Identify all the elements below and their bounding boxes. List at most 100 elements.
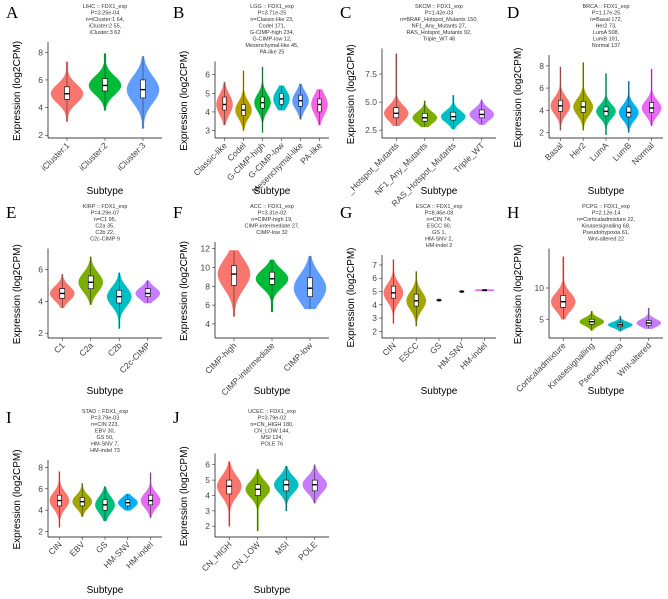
x-tick-label: C1 [52,340,67,355]
y-axis-label: Expression (log2CPM) [12,449,23,549]
y-tick-label: 2.5 [365,125,377,135]
x-tick-label: iCluster:2 [77,140,110,173]
x-tick-label: C2b [106,340,124,358]
y-tick-label: 10 [201,263,211,273]
box [254,484,261,496]
chart-subtitle: HM-indel 73 [90,448,120,454]
chart-title: KIRP :: FDX1_exp [83,204,128,210]
y-tick-label: 2 [38,527,43,537]
chart-subtitle: G-CIMP-high 234, [250,30,295,36]
x-tick-label: EBV [68,539,87,558]
chart-subtitle: Kinasesignalling 68, [582,224,631,230]
x-axis-label: Subtype [421,186,458,197]
chart-subtitle: P=2.12e-14 [592,211,621,217]
box [226,479,233,495]
chart-subtitle: EBV 30, [95,429,116,435]
x-axis-label: Subtype [254,585,291,596]
y-tick-label: 4 [205,107,210,117]
x-tick-label: C2a [77,340,95,358]
chart-subtitle: P=3.71e-25 [258,11,287,17]
x-tick-label: Triple_WT [452,140,487,175]
y-tick-label: 3 [205,506,210,516]
chart-subtitle: n=CIN 223, [91,422,119,428]
x-tick-label: _Hotspot_Mutants [344,140,401,197]
y-tick-label: 2 [372,326,377,336]
y-tick-label: 4 [205,319,210,329]
x-tick-label: iCluster:3 [115,140,148,173]
x-tick-label: Basal [543,140,565,162]
chart-subtitle: CN_LOW 144, [254,429,290,435]
y-tick-label: 12 [201,244,211,254]
x-axis-label: Subtype [588,186,625,197]
chart-subtitle: CIMP-intermediate 27, [244,224,299,230]
box [222,96,227,111]
chart-subtitle: C2a 35, [95,224,115,230]
chart-title: BRCA :: FDX1_exp [582,4,629,10]
y-tick-label: 5 [205,88,210,98]
box [307,277,313,297]
chart-title: PCPG :: FDX1_exp [582,204,630,210]
chart-subtitle: RAS_Hotspot_Mutants 92, [406,30,472,36]
y-tick-label: 5.0 [365,97,377,107]
panel-letter: J [173,408,180,427]
box [144,288,151,297]
y-tick-label: 2 [38,130,43,140]
chart-subtitle: LumA 508, [593,30,620,36]
y-axis-label: Expression (log2CPM) [179,446,190,546]
y-tick-label: 2 [205,521,210,531]
chart-title: LGG :: FDX1_exp [250,4,294,10]
x-tick-label: ESCC [397,340,421,364]
y-tick-label: 8 [205,281,210,291]
y-tick-label: 10 [535,283,545,293]
x-tick-label: Normal [630,140,657,167]
y-tick-label: 8 [38,47,43,57]
chart-subtitle: NF1_Any_Mutants 27, [412,24,467,30]
x-axis-label: Subtype [421,386,458,397]
y-tick-label: 4 [38,296,43,306]
chart-subtitle: GS 50, [96,435,114,441]
chart-subtitle: n=iCluster:1 64, [86,17,125,23]
x-tick-label: LumA [588,140,611,163]
panel-letter: C [340,3,351,22]
y-axis-label: Expression (log2CPM) [346,247,357,347]
x-tick-label: Corticaladmixture [514,340,568,394]
x-tick-label: MSI [273,539,291,557]
chart-subtitle: Wnt-altered 22 [588,237,624,243]
y-axis-label: Expression (log2CPM) [513,244,524,344]
x-tick-label: CIMP-low [281,340,315,374]
y-tick-label: 2 [539,127,544,137]
chart-subtitle: HM-indel 2 [426,243,453,249]
chart-subtitle: C2c-CIMP 9 [90,237,120,243]
chart-subtitle: CIMP-low 32 [256,230,287,236]
x-tick-label: CN_HIGH [200,539,234,573]
chart-subtitle: HM-SNV 2, [425,237,453,243]
x-axis-label: Subtype [87,585,124,596]
chart-subtitle: n=Corticaladmixture 22, [577,217,636,223]
chart-subtitle: LumB 191, [593,37,620,43]
y-axis-label: Expression (log2CPM) [12,244,23,344]
x-axis-label: Subtype [87,186,124,197]
x-tick-label: CIN [46,539,63,556]
chart-title: LIHC :: FDX1_exp [83,4,128,10]
x-tick-label: C2c-CIMP [117,340,152,375]
y-axis-label: Expression (log2CPM) [179,51,190,151]
panel-letter: I [6,408,12,427]
y-axis-label: Expression (log2CPM) [179,241,190,341]
chart-subtitle: HM-SNV 7, [91,442,119,448]
panel-letter: D [507,3,519,22]
y-tick-label: 7.5 [365,69,377,79]
y-tick-label: 6 [205,460,210,470]
y-tick-label: 6 [372,273,377,283]
panel-letter: F [173,203,182,222]
chart-subtitle: n=C1 95, [94,217,117,223]
panel-letter: G [340,203,352,222]
y-axis-label: Expression (log2CPM) [346,44,357,144]
chart-subtitle: POLE 76 [261,442,283,448]
y-tick-label: 4 [539,105,544,115]
y-tick-label: 6 [38,484,43,494]
y-tick-label: 4 [38,103,43,113]
